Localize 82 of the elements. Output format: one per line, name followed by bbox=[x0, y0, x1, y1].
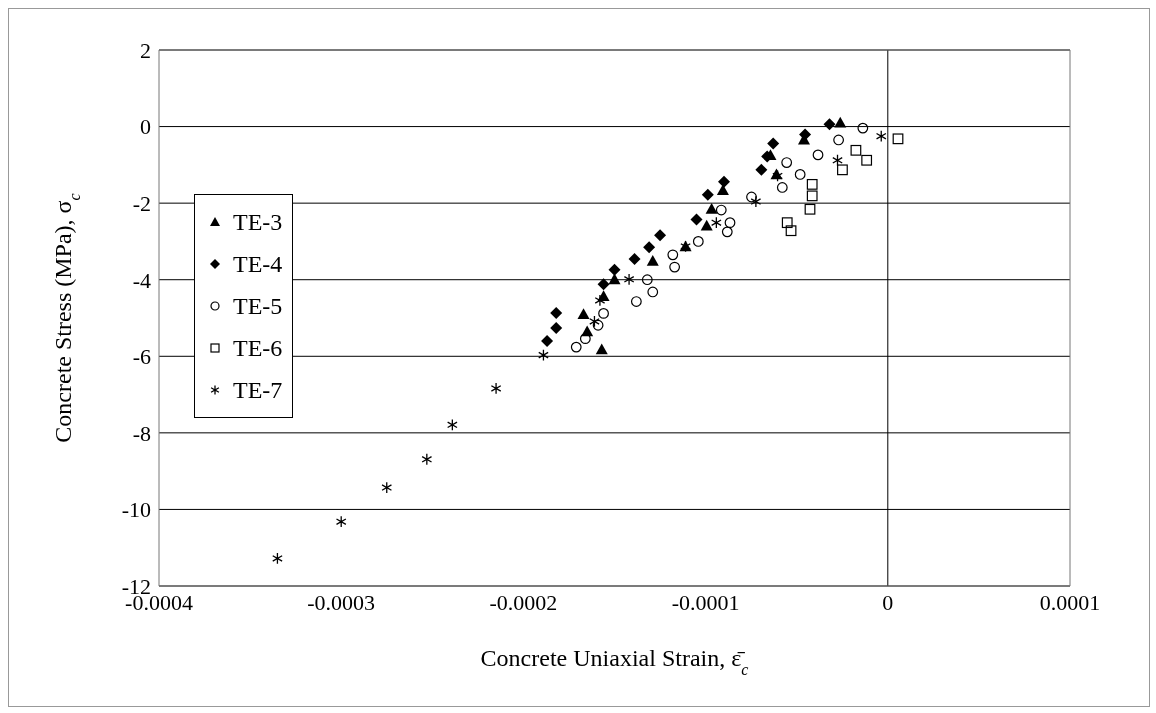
point bbox=[541, 334, 554, 347]
x-axis-title: Concrete Uniaxial Strain, ε̄$_{c}$ bbox=[480, 645, 749, 678]
point bbox=[721, 226, 733, 238]
point bbox=[608, 273, 621, 285]
legend-label: TE-7 bbox=[233, 376, 283, 404]
y-tick-label: -4 bbox=[132, 267, 151, 293]
point bbox=[595, 343, 608, 355]
point bbox=[850, 144, 862, 156]
point bbox=[746, 191, 757, 203]
x-tick-label: -0.0001 bbox=[671, 589, 740, 615]
y-tick-label: -8 bbox=[132, 420, 151, 446]
point bbox=[272, 552, 283, 565]
point bbox=[598, 308, 609, 319]
point bbox=[716, 184, 729, 195]
point bbox=[643, 241, 656, 254]
point bbox=[647, 286, 659, 298]
point bbox=[711, 216, 722, 229]
legend-label: TE-3 bbox=[233, 208, 283, 236]
point bbox=[812, 149, 824, 161]
point bbox=[669, 261, 681, 273]
point bbox=[550, 307, 563, 320]
point bbox=[570, 341, 582, 353]
point bbox=[837, 164, 848, 176]
point bbox=[335, 515, 347, 528]
point bbox=[724, 217, 736, 229]
point bbox=[490, 382, 502, 395]
point bbox=[833, 134, 845, 146]
legend-label: TE-5 bbox=[233, 292, 283, 320]
point bbox=[794, 169, 806, 180]
point bbox=[715, 204, 727, 216]
y-tick-label: 2 bbox=[140, 37, 151, 63]
point bbox=[667, 249, 679, 261]
point bbox=[755, 163, 768, 176]
point bbox=[538, 349, 549, 362]
point bbox=[592, 319, 604, 331]
point bbox=[767, 137, 780, 150]
point bbox=[781, 217, 793, 229]
point bbox=[630, 296, 642, 307]
point bbox=[834, 116, 847, 128]
point bbox=[577, 308, 590, 319]
point bbox=[692, 236, 704, 247]
point bbox=[700, 219, 713, 231]
point bbox=[628, 253, 641, 266]
point bbox=[892, 133, 904, 145]
point bbox=[641, 274, 653, 286]
point bbox=[594, 294, 606, 307]
y-tick-label: -2 bbox=[132, 190, 151, 216]
point bbox=[597, 278, 610, 291]
y-tick-label: -10 bbox=[121, 497, 151, 523]
point bbox=[446, 418, 458, 431]
y-tick-label: -6 bbox=[132, 344, 151, 370]
x-tick-label: 0 bbox=[882, 589, 894, 615]
point bbox=[804, 203, 816, 215]
point bbox=[623, 273, 635, 286]
point bbox=[690, 213, 703, 226]
y-tick-label: 0 bbox=[140, 114, 151, 140]
point bbox=[823, 118, 836, 131]
point bbox=[857, 122, 869, 134]
x-tick-label: 0.0001 bbox=[1039, 589, 1101, 615]
point bbox=[608, 263, 621, 276]
point bbox=[806, 190, 818, 202]
point bbox=[861, 154, 873, 166]
point bbox=[832, 154, 843, 167]
point bbox=[781, 157, 793, 168]
point bbox=[701, 188, 714, 201]
legend-label: TE-6 bbox=[233, 334, 283, 362]
point bbox=[718, 175, 730, 188]
x-tick-label: -0.0002 bbox=[489, 589, 558, 615]
point bbox=[785, 225, 797, 237]
point bbox=[646, 254, 659, 266]
point bbox=[421, 453, 433, 466]
point bbox=[806, 178, 818, 190]
point bbox=[654, 229, 667, 242]
x-tick-label: -0.0003 bbox=[307, 589, 376, 615]
point bbox=[550, 321, 563, 334]
point bbox=[875, 130, 887, 143]
point bbox=[589, 315, 600, 328]
legend-label: TE-4 bbox=[233, 250, 283, 278]
point bbox=[776, 182, 788, 193]
point bbox=[705, 202, 718, 214]
point bbox=[750, 195, 762, 208]
point bbox=[381, 481, 393, 494]
